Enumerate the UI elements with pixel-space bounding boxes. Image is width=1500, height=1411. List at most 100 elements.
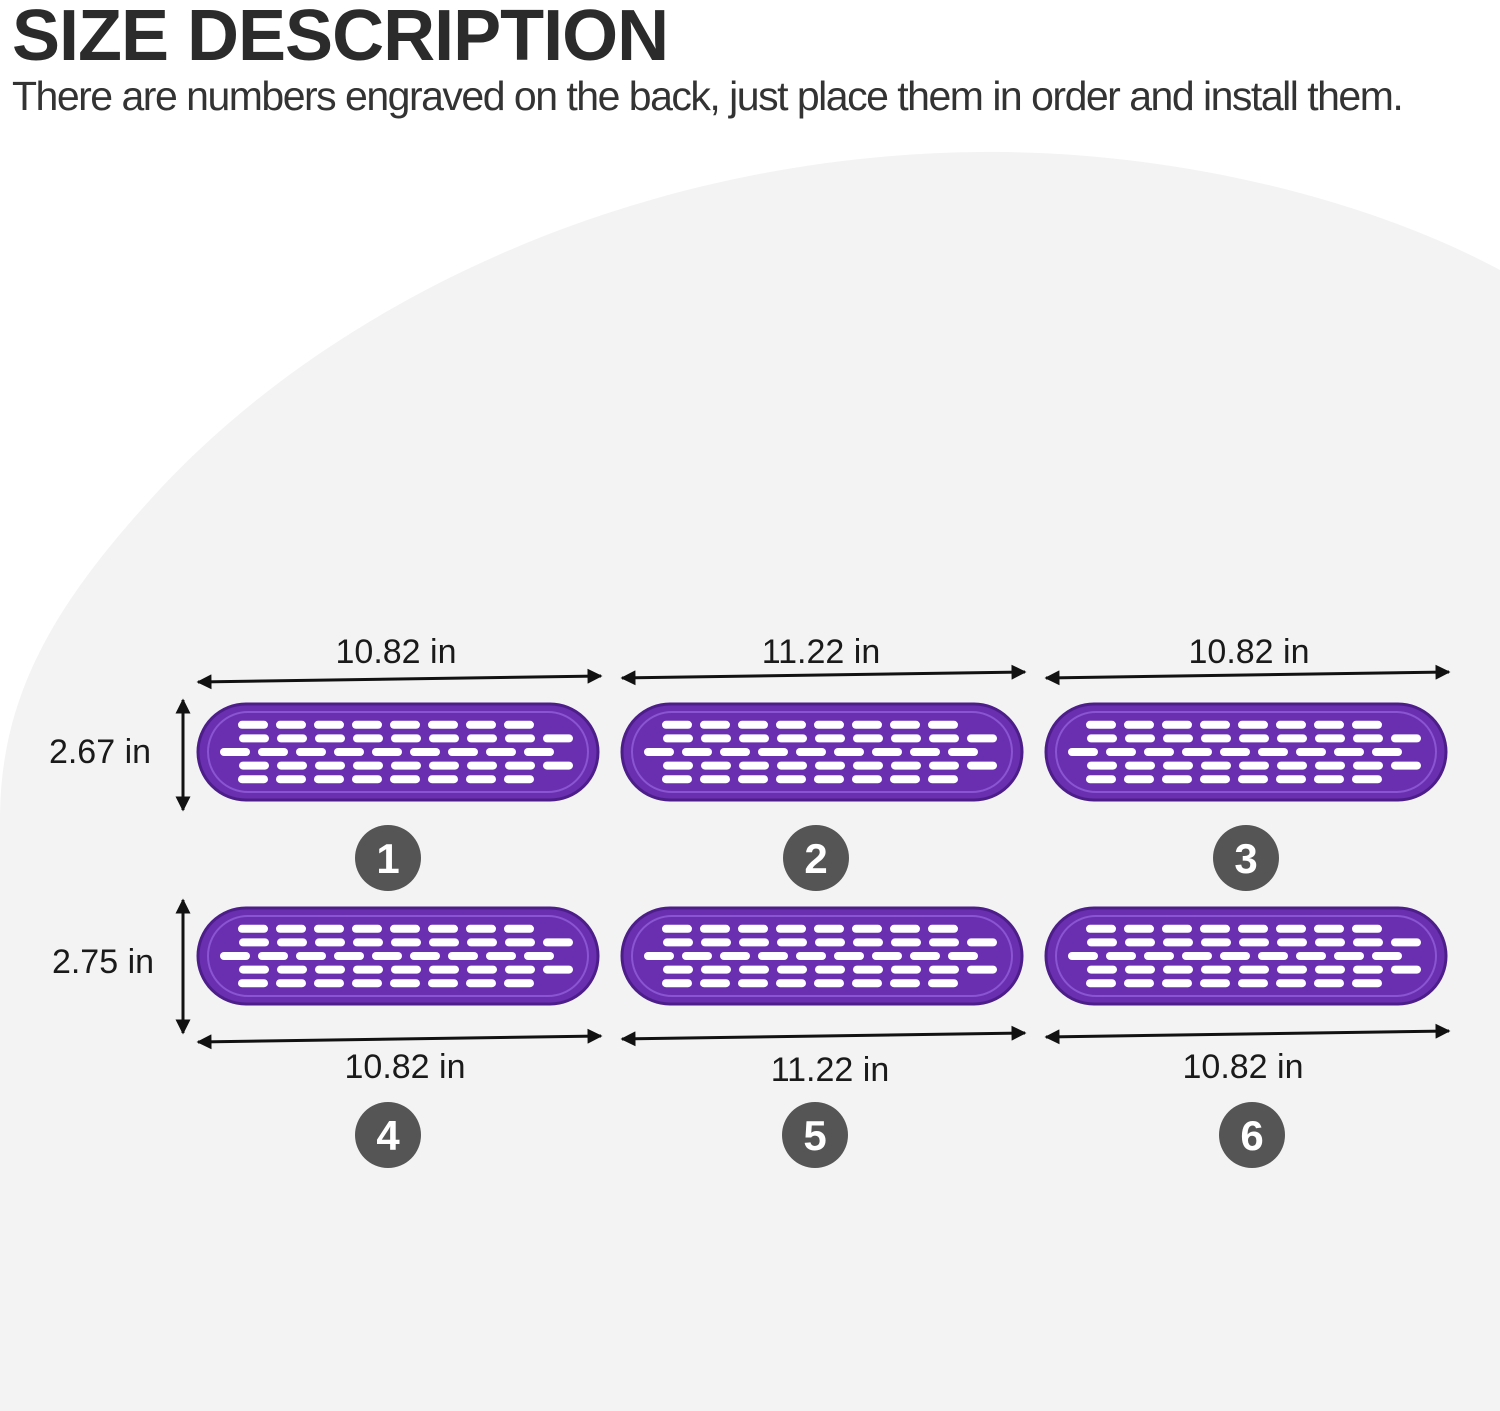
grille-slot bbox=[1182, 748, 1212, 756]
grille-slot bbox=[238, 979, 268, 988]
grille-slot bbox=[315, 761, 345, 770]
grille-slot bbox=[466, 775, 496, 784]
grille-slot bbox=[701, 965, 731, 974]
grille-slot bbox=[891, 734, 921, 743]
grille-slot bbox=[891, 965, 921, 974]
grille-slot bbox=[258, 748, 288, 756]
grille-slot bbox=[1144, 748, 1174, 756]
grille-slot bbox=[543, 965, 573, 974]
grille-slot bbox=[410, 952, 440, 960]
grille-slot bbox=[239, 734, 269, 743]
grille-slot bbox=[872, 748, 902, 756]
grille-slot bbox=[238, 924, 268, 933]
piece-number-badge-3: 3 bbox=[1213, 825, 1279, 891]
grille-slot bbox=[1352, 924, 1382, 933]
grille-slot bbox=[1277, 938, 1307, 947]
grille-slot bbox=[1315, 734, 1345, 743]
grille-slot bbox=[504, 720, 534, 729]
grille-slot bbox=[1220, 952, 1250, 960]
grille-slot bbox=[929, 938, 959, 947]
badge-number: 2 bbox=[804, 835, 827, 882]
badge-circle bbox=[1213, 825, 1279, 891]
grille-slot bbox=[928, 924, 958, 933]
badge-number: 3 bbox=[1234, 835, 1257, 882]
grille-slot bbox=[448, 952, 478, 960]
grille-slot bbox=[277, 761, 307, 770]
grille-slot bbox=[1296, 952, 1326, 960]
grille-slot bbox=[700, 775, 730, 784]
grille-slot bbox=[239, 965, 269, 974]
grille-slot bbox=[1087, 734, 1117, 743]
grille-slot bbox=[391, 761, 421, 770]
width-label-2: 11.22 in bbox=[762, 633, 880, 671]
grille-slot bbox=[391, 734, 421, 743]
grille-slot bbox=[720, 748, 750, 756]
grille-slot bbox=[276, 775, 306, 784]
grille-slot bbox=[315, 938, 345, 947]
piece-number-badge-1: 1 bbox=[355, 825, 421, 891]
grille-inner-rim bbox=[631, 915, 1013, 997]
grille-slot bbox=[929, 761, 959, 770]
grille-slot bbox=[1314, 924, 1344, 933]
grille-slot bbox=[1162, 979, 1192, 988]
grille-slot bbox=[1087, 761, 1117, 770]
grille-slot bbox=[948, 952, 978, 960]
grille-slot bbox=[720, 952, 750, 960]
page-subtitle: There are numbers engraved on the back, … bbox=[12, 73, 1404, 119]
grille-slot bbox=[467, 938, 497, 947]
grille-slot bbox=[239, 761, 269, 770]
grille-slot bbox=[1239, 734, 1269, 743]
grille-slot bbox=[928, 775, 958, 784]
grille-slot bbox=[1125, 938, 1155, 947]
grille-slot bbox=[1220, 748, 1250, 756]
grille-slot bbox=[1125, 734, 1155, 743]
grille-slot bbox=[1352, 775, 1382, 784]
grille-slot bbox=[448, 748, 478, 756]
grille-slot bbox=[853, 965, 883, 974]
grille-slot bbox=[1277, 734, 1307, 743]
grille-slot bbox=[1163, 938, 1193, 947]
grille-slot bbox=[1124, 775, 1154, 784]
grille-slot bbox=[1353, 965, 1383, 974]
grille-slot bbox=[1372, 748, 1402, 756]
grille-slot bbox=[524, 952, 554, 960]
grille-slot bbox=[852, 979, 882, 988]
grille-slot bbox=[543, 734, 573, 743]
grille-piece-6 bbox=[1044, 906, 1448, 1006]
grille-slot bbox=[1068, 952, 1098, 960]
grille-slot bbox=[1163, 734, 1193, 743]
grille-slot bbox=[353, 938, 383, 947]
grille-slot bbox=[738, 979, 768, 988]
grille-slot bbox=[429, 734, 459, 743]
grille-slot bbox=[1200, 979, 1230, 988]
grille-slot bbox=[1276, 924, 1306, 933]
badge-group: 1 2 3 4 5 6 bbox=[355, 825, 1285, 1168]
grille-slot bbox=[853, 938, 883, 947]
grille-slot bbox=[1258, 748, 1288, 756]
piece-number-badge-5: 5 bbox=[782, 1102, 848, 1168]
grille-slot bbox=[352, 979, 382, 988]
grille-slot bbox=[1276, 979, 1306, 988]
badge-circle bbox=[1219, 1102, 1285, 1168]
grille-slot bbox=[1315, 938, 1345, 947]
badge-circle bbox=[782, 1102, 848, 1168]
height-label-bottom: 2.75 in bbox=[52, 943, 154, 981]
grille-slot bbox=[776, 979, 806, 988]
grille-slot bbox=[662, 924, 692, 933]
grille-slot bbox=[739, 965, 769, 974]
grille-piece-2 bbox=[620, 702, 1024, 802]
grille-slot bbox=[1239, 938, 1269, 947]
piece-number-badge-4: 4 bbox=[355, 1102, 421, 1168]
grille-slot bbox=[1391, 761, 1421, 770]
grille-slot bbox=[429, 965, 459, 974]
grille-slot bbox=[1276, 720, 1306, 729]
grille-slot bbox=[815, 761, 845, 770]
grille-slot bbox=[390, 979, 420, 988]
grille-slot bbox=[334, 748, 364, 756]
width-arrow-1 bbox=[196, 668, 603, 690]
grille-slot bbox=[1124, 720, 1154, 729]
grille-slot bbox=[220, 748, 250, 756]
grille-slot bbox=[852, 775, 882, 784]
grille-slot bbox=[701, 761, 731, 770]
